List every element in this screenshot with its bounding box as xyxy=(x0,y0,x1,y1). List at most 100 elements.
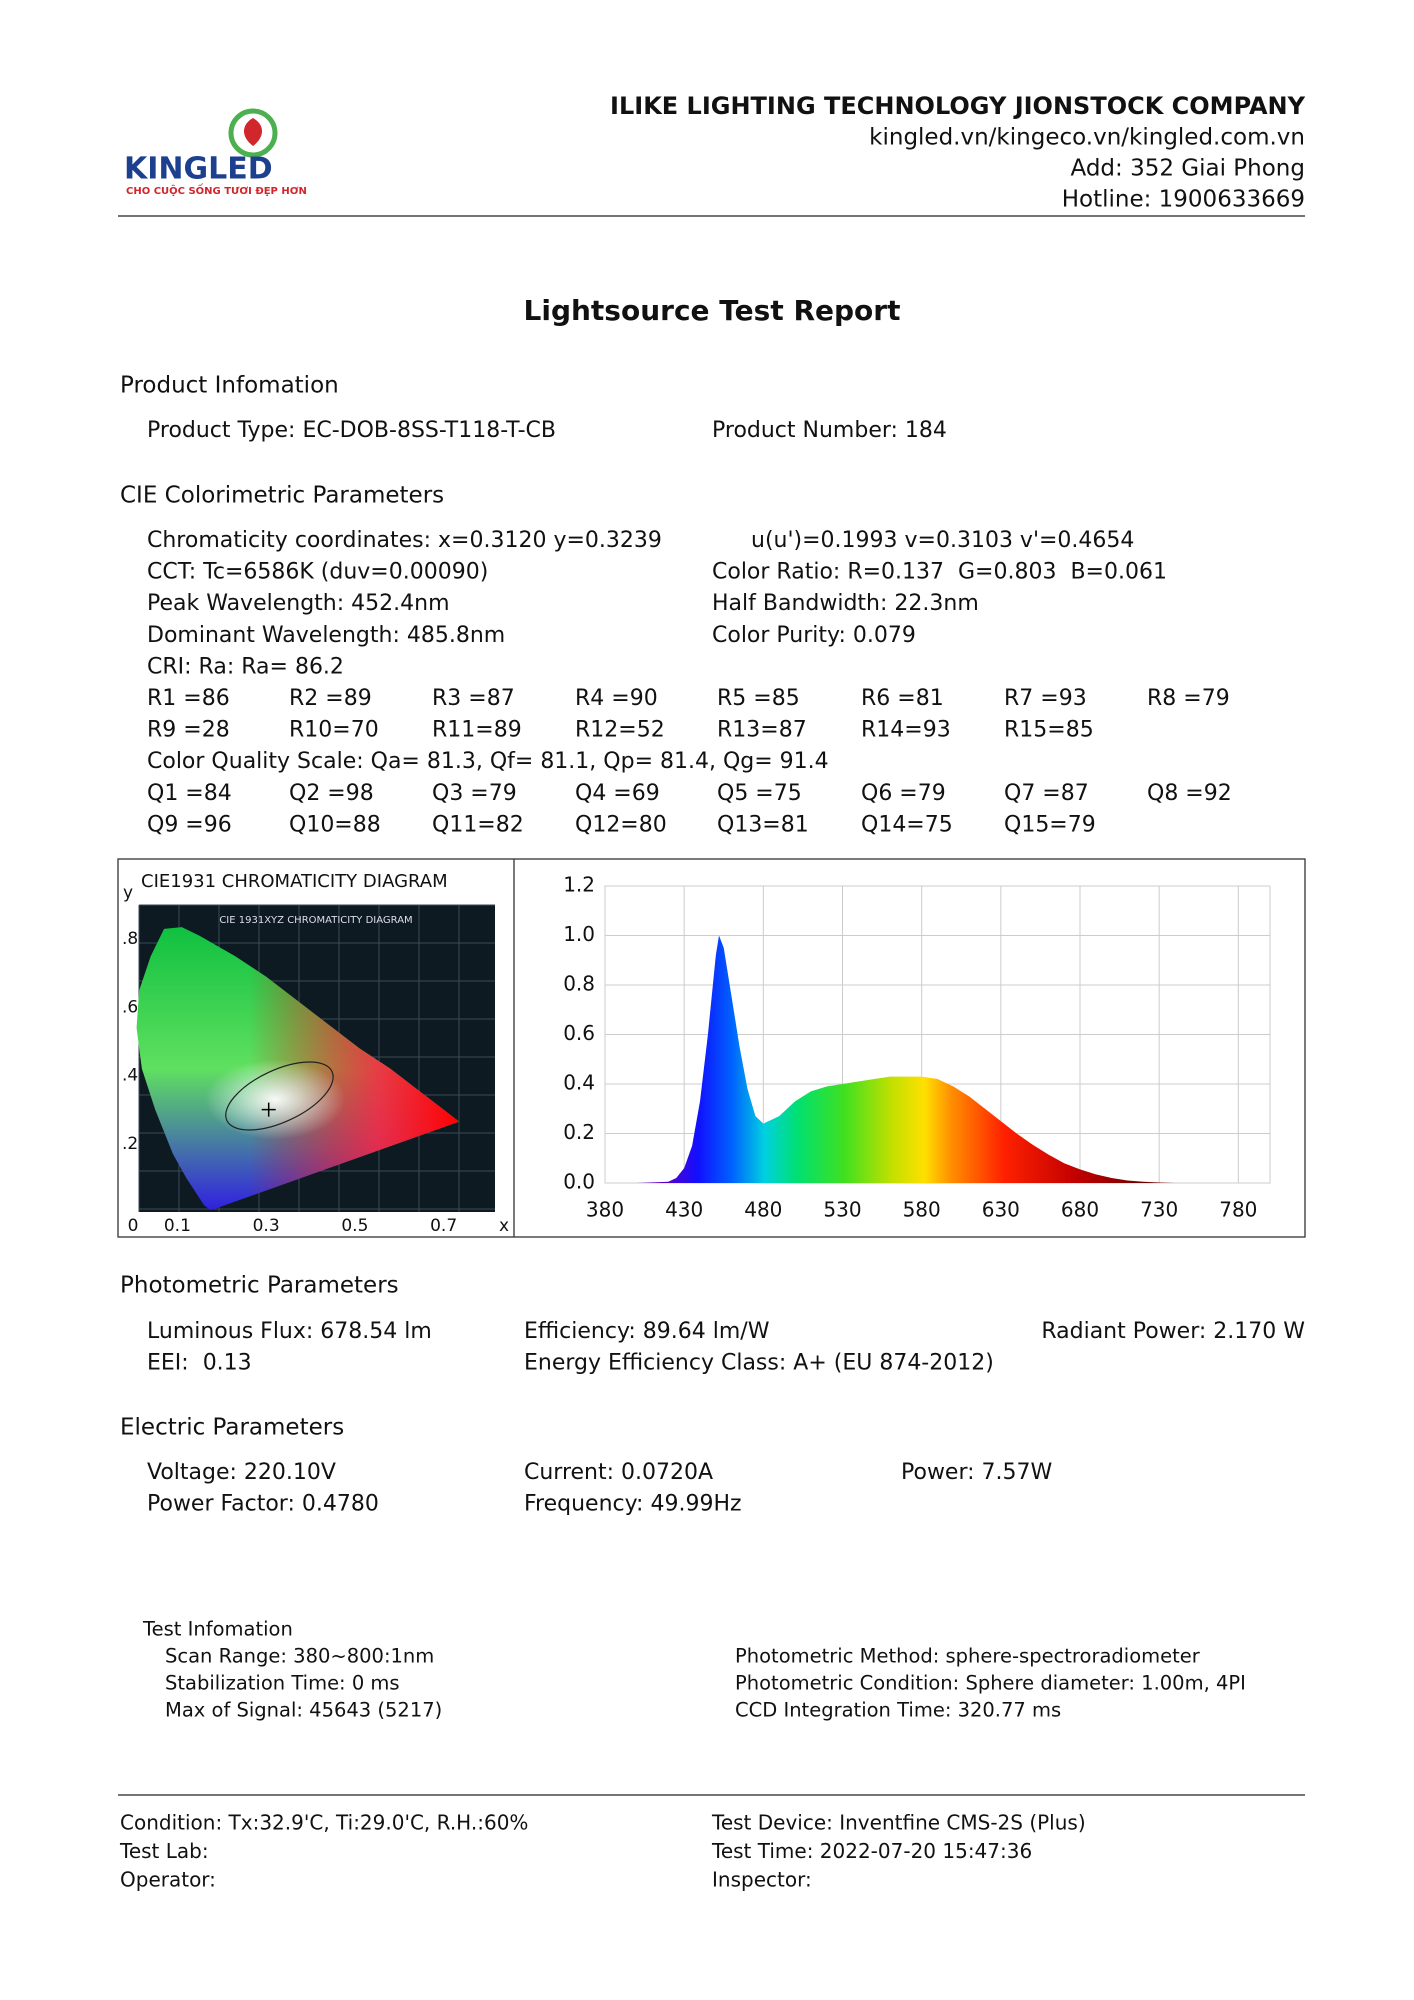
logo-leaf xyxy=(243,118,263,146)
y-tick-label: 0.4 xyxy=(563,1071,595,1095)
colorimetric-line: Q4 =69 xyxy=(575,781,660,806)
footer-line: Test Time: 2022-07-20 15:47:36 xyxy=(711,1839,1032,1863)
colorimetric-line: R14=93 xyxy=(861,718,951,743)
section-heading: CIE Colorimetric Parameters xyxy=(120,483,444,509)
report-title: Lightsource Test Report xyxy=(524,294,901,327)
test-info-line: Photometric Method: sphere-spectroradiom… xyxy=(735,1645,1201,1668)
y-tick-label: 0.8 xyxy=(563,972,595,996)
section-heading: Photometric Parameters xyxy=(120,1273,399,1299)
colorimetric-line: Color Quality Scale: Qa= 81.3, Qf= 81.1,… xyxy=(147,749,829,774)
footer-line: Operator: xyxy=(120,1868,216,1892)
logo-ring xyxy=(228,108,278,158)
y-tick-label: 1.2 xyxy=(563,873,595,897)
y-tick-label: .2 xyxy=(122,1134,138,1154)
colorimetric-line: Color Purity: 0.079 xyxy=(712,623,916,648)
spectrum-area xyxy=(605,935,1270,1183)
x-tick-label: 730 xyxy=(1140,1198,1178,1222)
colorimetric-line: R12=52 xyxy=(575,718,665,743)
colorimetric-line: CRI: Ra: Ra= 86.2 xyxy=(147,654,344,679)
test-info-line: Stabilization Time: 0 ms xyxy=(165,1672,400,1695)
colorimetric-line: Q7 =87 xyxy=(1004,781,1089,806)
y-tick-label: 0.0 xyxy=(563,1170,595,1194)
x-tick-label: 0.3 xyxy=(253,1216,280,1236)
colorimetric-line: R9 =28 xyxy=(147,718,230,743)
colorimetric-line: Q12=80 xyxy=(575,812,667,837)
y-tick-label: 0.6 xyxy=(563,1021,595,1045)
colorimetric-line: Q14=75 xyxy=(861,812,953,837)
colorimetric-line: Q15=79 xyxy=(1004,812,1096,837)
colorimetric-line: Q1 =84 xyxy=(147,781,232,806)
colorimetric-line: R15=85 xyxy=(1004,718,1094,743)
address: Add: 352 Giai Phong xyxy=(1070,156,1305,182)
photometric-line: EEI: 0.13 xyxy=(147,1351,252,1376)
colorimetric-line: u(u')=0.1993 v=0.3103 v'=0.4654 xyxy=(751,528,1134,553)
colorimetric-line: R2 =89 xyxy=(289,686,372,711)
colorimetric-line: R13=87 xyxy=(717,718,807,743)
x-tick-label: 0.5 xyxy=(341,1216,368,1236)
colorimetric-line: R3 =87 xyxy=(432,686,515,711)
colorimetric-line: Q9 =96 xyxy=(147,812,232,837)
colorimetric-line: Half Bandwidth: 22.3nm xyxy=(712,591,979,616)
y-tick-label: .8 xyxy=(122,929,138,949)
website: kingled.vn/kingeco.vn/kingled.com.vn xyxy=(869,125,1305,151)
colorimetric-line: Q3 =79 xyxy=(432,781,517,806)
y-tick-label: .4 xyxy=(122,1066,138,1086)
section-heading: Product Infomation xyxy=(120,373,339,399)
y-axis-label: y xyxy=(123,883,133,903)
footer-line: Test Lab: xyxy=(119,1839,209,1863)
logo-brand: KINGLED xyxy=(124,152,273,187)
test-info-heading: Test Infomation xyxy=(142,1618,293,1641)
colorimetric-line: Q10=88 xyxy=(289,812,381,837)
logo-slogan: CHO CUỘC SỐNG TƯƠI ĐẸP HƠN xyxy=(126,182,307,197)
photometric-line: Radiant Power: 2.170 W xyxy=(1041,1319,1305,1344)
section-heading: Electric Parameters xyxy=(120,1415,344,1441)
x-tick-label: 0 xyxy=(128,1216,139,1236)
footer-line: Test Device: Inventfine CMS-2S (Plus) xyxy=(711,1811,1086,1835)
electric-line: Current: 0.0720A xyxy=(524,1460,713,1485)
x-tick-label: 480 xyxy=(744,1198,782,1222)
electric-line: Power Factor: 0.4780 xyxy=(147,1492,379,1517)
white-point-glow xyxy=(205,1059,345,1140)
colorimetric-line: Chromaticity coordinates: x=0.3120 y=0.3… xyxy=(147,528,662,553)
info-line: Product Number: 184 xyxy=(712,418,947,443)
colorimetric-line: R6 =81 xyxy=(861,686,944,711)
photometric-line: Efficiency: 89.64 lm/W xyxy=(524,1319,770,1344)
colorimetric-line: R7 =93 xyxy=(1004,686,1087,711)
x-tick-label: 0.7 xyxy=(430,1216,457,1236)
x-tick-label: 580 xyxy=(903,1198,941,1222)
photometric-line: Luminous Flux: 678.54 lm xyxy=(147,1319,432,1344)
x-tick-label: 430 xyxy=(665,1198,703,1222)
x-axis-label: x xyxy=(499,1216,509,1236)
colorimetric-line: Q11=82 xyxy=(432,812,524,837)
colorimetric-line: Q6 =79 xyxy=(861,781,946,806)
colorimetric-line: Dominant Wavelength: 485.8nm xyxy=(147,623,505,648)
company-name: ILIKE LIGHTING TECHNOLOGY JIONSTOCK COMP… xyxy=(610,92,1306,120)
x-tick-label: 380 xyxy=(586,1198,624,1222)
electric-line: Frequency: 49.99Hz xyxy=(524,1492,742,1517)
colorimetric-line: R10=70 xyxy=(289,718,379,743)
photometric-line: Energy Efficiency Class: A+ (EU 874-2012… xyxy=(524,1351,994,1376)
colorimetric-line: R8 =79 xyxy=(1147,686,1230,711)
footer-line: Inspector: xyxy=(712,1868,812,1892)
hotline: Hotline: 1900633669 xyxy=(1062,187,1305,213)
colorimetric-line: R5 =85 xyxy=(717,686,800,711)
chart-title: CIE1931 CHROMATICITY DIAGRAM xyxy=(141,871,448,892)
footer-line: Condition: Tx:32.9'C, Ti:29.0'C, R.H.:60… xyxy=(120,1811,528,1835)
test-info-line: Max of Signal: 45643 (5217) xyxy=(165,1699,442,1722)
x-tick-label: 680 xyxy=(1061,1198,1099,1222)
test-info-line: CCD Integration Time: 320.77 ms xyxy=(735,1699,1061,1722)
planck-ellipse xyxy=(225,1061,334,1131)
x-tick-label: 0.1 xyxy=(164,1216,191,1236)
colorimetric-line: Q13=81 xyxy=(717,812,809,837)
colorimetric-line: CCT: Tc=6586K (duv=0.00090) xyxy=(147,560,488,585)
electric-line: Voltage: 220.10V xyxy=(147,1460,336,1485)
colorimetric-line: Q8 =92 xyxy=(1147,781,1232,806)
info-line: Product Type: EC-DOB-8SS-T118-T-CB xyxy=(147,418,556,443)
y-tick-label: .6 xyxy=(122,997,138,1017)
x-tick-label: 530 xyxy=(823,1198,861,1222)
y-tick-label: 0.2 xyxy=(563,1120,595,1144)
x-tick-label: 780 xyxy=(1219,1198,1257,1222)
diagram-caption: CIE 1931XYZ CHROMATICITY DIAGRAM xyxy=(219,915,412,926)
colorimetric-line: Peak Wavelength: 452.4nm xyxy=(147,591,450,616)
